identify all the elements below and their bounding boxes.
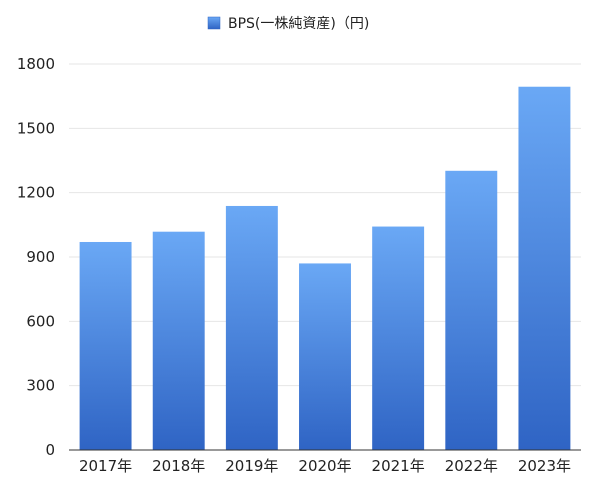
bar-2019年 <box>225 205 278 450</box>
legend-label: BPS(一株純資産)（円) <box>228 16 369 32</box>
y-tick-label: 1800 <box>17 55 55 73</box>
legend: BPS(一株純資産)（円) <box>207 16 369 32</box>
x-tick-label: 2022年 <box>445 457 498 475</box>
y-tick-label: 900 <box>26 248 55 266</box>
legend-swatch <box>207 16 221 30</box>
y-tick-label: 1200 <box>17 184 55 202</box>
x-axis-ticks: 2017年 2018年 2019年 2020年 2021年 2022年 2023年 <box>79 457 571 475</box>
y-tick-label: 1500 <box>17 119 55 137</box>
x-tick-label: 2018年 <box>152 457 205 475</box>
y-tick-label: 300 <box>26 377 55 395</box>
y-axis-ticks: 0 300 600 900 1200 1500 1800 <box>17 55 55 459</box>
x-tick-label: 2017年 <box>79 457 132 475</box>
y-tick-label: 0 <box>45 441 55 459</box>
bars <box>79 86 571 450</box>
y-tick-label: 600 <box>26 312 55 330</box>
bar-2021年 <box>372 226 425 450</box>
bar-2017年 <box>79 241 132 450</box>
bar-2018年 <box>152 231 205 450</box>
x-tick-label: 2019年 <box>225 457 278 475</box>
x-tick-label: 2021年 <box>372 457 425 475</box>
bar-2022年 <box>445 170 498 450</box>
x-tick-label: 2023年 <box>518 457 571 475</box>
bar-2023年 <box>518 86 571 450</box>
x-tick-label: 2020年 <box>298 457 351 475</box>
bar-2020年 <box>299 263 351 450</box>
